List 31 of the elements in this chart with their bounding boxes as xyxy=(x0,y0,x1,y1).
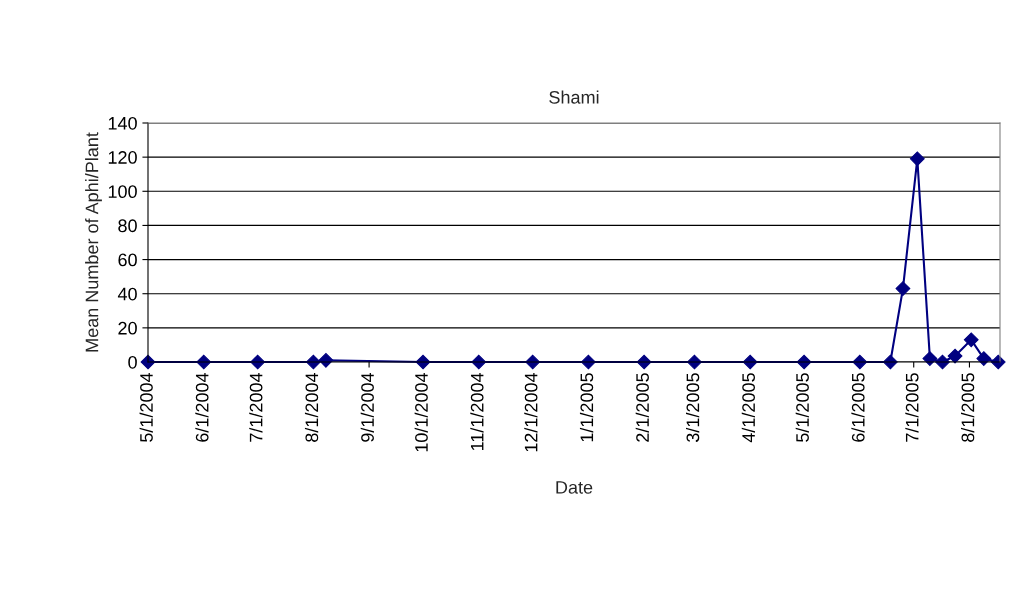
y-tick-label: 100 xyxy=(108,185,137,199)
x-tick-label: 2/1/2005 xyxy=(635,373,649,442)
x-tick-label: 3/1/2005 xyxy=(686,373,700,442)
y-axis-title: Mean Number of Aphi/Plant xyxy=(85,132,102,352)
x-tick-label: 8/1/2005 xyxy=(961,373,975,442)
y-tick-label: 60 xyxy=(118,253,137,267)
x-axis-title: Date xyxy=(556,481,593,494)
x-tick-label: 1/1/2005 xyxy=(579,373,594,442)
y-tick-label: 80 xyxy=(118,219,137,233)
x-tick-label: 7/1/2005 xyxy=(905,373,919,442)
x-tick-label: 10/1/2004 xyxy=(414,372,428,452)
point xyxy=(909,151,925,167)
x-tick-label: 9/1/2004 xyxy=(360,372,374,442)
x-tick-label: 4/1/2005 xyxy=(741,373,755,443)
x-tick-label: 11/1/2004 xyxy=(470,372,484,451)
x-tick-label: 7/1/2004 xyxy=(249,372,263,442)
x-tick-label: 5/1/2004 xyxy=(139,372,153,442)
x-tick-label: 8/1/2004 xyxy=(304,372,319,442)
x-tick-label: 12/1/2004 xyxy=(524,372,538,452)
x-tick-label: 6/1/2004 xyxy=(195,372,209,442)
point xyxy=(895,281,911,296)
point xyxy=(963,332,979,348)
y-tick-label: 20 xyxy=(118,321,137,335)
point xyxy=(947,348,963,364)
y-tick-label: 40 xyxy=(117,287,137,301)
x-tick-label: 6/1/2005 xyxy=(851,373,865,442)
y-tick-label: 0 xyxy=(128,355,137,369)
y-tick-label: 120 xyxy=(108,151,137,164)
x-tick-label: 5/1/2005 xyxy=(795,373,809,442)
y-tick-label: 140 xyxy=(108,116,137,130)
chart-title: Shami xyxy=(549,90,599,104)
